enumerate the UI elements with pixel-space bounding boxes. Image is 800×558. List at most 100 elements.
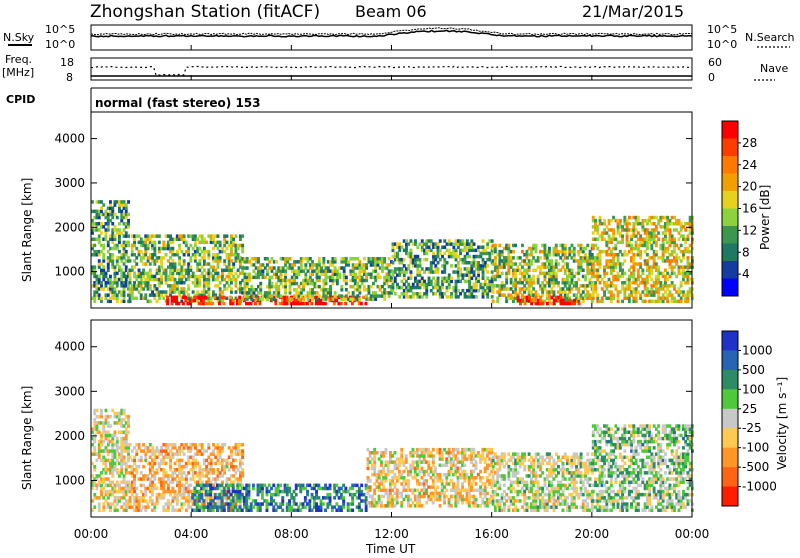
scatter-cell-r3 <box>248 260 251 264</box>
scatter-cell-r3 <box>430 476 433 480</box>
scatter-cell-r7 <box>689 244 692 248</box>
scatter-cell-r1 <box>232 265 235 269</box>
scatter-cell-r5 <box>532 278 535 282</box>
scatter-cell-r7 <box>601 234 604 238</box>
scatter-cell-r3 <box>289 257 292 261</box>
scatter-cell-r4 <box>475 286 478 290</box>
scatter-cell-r4 <box>412 283 415 287</box>
scatter-cell-r1 <box>153 474 156 478</box>
scatter-cell-r3 <box>311 297 314 301</box>
nave-right-tick-top: 60 <box>708 56 722 69</box>
scatter-cell-r7 <box>657 265 660 269</box>
scatter-cell-r7 <box>637 247 640 251</box>
scatter-cell-r6 <box>560 296 563 300</box>
scatter-cell-r7 <box>623 293 626 297</box>
scatter-cell-r3 <box>369 485 372 489</box>
scatter-cell-r7 <box>678 287 681 291</box>
scatter-cell-r4 <box>439 289 442 293</box>
scatter-cell-r3 <box>259 285 262 289</box>
scatter-cell-r1 <box>241 474 244 478</box>
scatter-cell-r5 <box>530 253 533 257</box>
scatter-cell-r2 <box>344 487 347 491</box>
scatter-cell-r0 <box>123 409 126 413</box>
scatter-cell-r2 <box>216 509 219 513</box>
scatter-cell-r2 <box>286 484 289 488</box>
scatter-cell-r4 <box>477 273 480 277</box>
scatter-cell-r5 <box>530 284 533 288</box>
scatter-cell-r5 <box>564 244 567 248</box>
scatter-cell-r2 <box>236 487 239 491</box>
power-colorbar-label: 28 <box>742 136 757 150</box>
scatter-cell-r3 <box>345 282 348 286</box>
scatter-cell-r0 <box>111 253 114 257</box>
scatter-cell-r7 <box>630 238 633 242</box>
scatter-cell-r1 <box>158 284 161 288</box>
scatter-cell-r2 <box>313 499 316 503</box>
scatter-cell-r3 <box>316 297 319 301</box>
scatter-cell-r0 <box>127 424 130 428</box>
scatter-cell-r4 <box>425 295 428 299</box>
scatter-cell-r1 <box>187 250 190 254</box>
scatter-cell-r7 <box>641 269 644 273</box>
scatter-cell-r2 <box>232 509 235 513</box>
scatter-cell-r4 <box>394 292 397 296</box>
scatter-cell-r1 <box>153 484 156 488</box>
scatter-cell-r0 <box>105 446 108 450</box>
scatter-cell-r3 <box>386 282 389 286</box>
scatter-cell-r1 <box>144 253 147 257</box>
scatter-cell-r7 <box>628 278 631 282</box>
scatter-cell-r3 <box>374 266 377 270</box>
scatter-cell-r5 <box>577 278 580 282</box>
scatter-cell-r0 <box>107 262 110 266</box>
scatter-cell-r0 <box>111 222 114 226</box>
scatter-cell-r2 <box>177 302 180 306</box>
scatter-cell-r2 <box>324 302 327 306</box>
scatter-cell-r7 <box>680 281 683 285</box>
scatter-cell-r0 <box>116 437 119 441</box>
scatter-cell-r0 <box>127 225 130 229</box>
scatter-cell-r2 <box>279 484 282 488</box>
scatter-cell-r3 <box>309 276 312 280</box>
scatter-cell-r5 <box>555 244 558 248</box>
scatter-cell-r1 <box>207 278 210 282</box>
scatter-cell-r3 <box>329 285 332 289</box>
scatter-cell-r5 <box>584 247 587 251</box>
scatter-cell-r5 <box>564 253 567 257</box>
scatter-cell-r2 <box>223 296 226 300</box>
scatter-cell-r5 <box>526 250 529 254</box>
scatter-cell-r0 <box>100 493 103 497</box>
scatter-cell-r7 <box>648 241 651 245</box>
scatter-cell-r3 <box>358 288 361 292</box>
scatter-cell-r5 <box>528 287 531 291</box>
scatter-cell-r1 <box>162 241 165 245</box>
scatter-cell-r4 <box>439 252 442 256</box>
scatter-cell-r7 <box>655 250 658 254</box>
scatter-cell-r4 <box>410 270 413 274</box>
scatter-cell-r5 <box>557 262 560 266</box>
scatter-cell-r0 <box>118 222 121 226</box>
scatter-cell-r3 <box>416 467 419 471</box>
scatter-cell-r5 <box>510 293 513 297</box>
scatter-cell-r2 <box>311 509 314 513</box>
scatter-cell-r1 <box>212 468 215 472</box>
scatter-cell-r3 <box>336 279 339 283</box>
scatter-cell-r3 <box>373 467 376 471</box>
scatter-cell-r1 <box>223 284 226 288</box>
scatter-cell-r5 <box>566 293 569 297</box>
scatter-cell-r1 <box>212 484 215 488</box>
scatter-cell-r1 <box>235 281 238 285</box>
scatter-cell-r1 <box>144 509 147 513</box>
scatter-cell-r7 <box>637 216 640 220</box>
scatter-cell-r1 <box>219 287 222 291</box>
scatter-cell-r0 <box>109 484 112 488</box>
scatter-cell-r2 <box>315 502 318 506</box>
scatter-cell-r1 <box>183 471 186 475</box>
scatter-cell-r2 <box>248 496 251 500</box>
scatter-cell-r7 <box>639 234 642 238</box>
scatter-cell-r2 <box>221 499 224 503</box>
scatter-cell-r1 <box>178 481 181 485</box>
scatter-cell-r1 <box>194 253 197 257</box>
nave-right-tick-bottom: 0 <box>708 71 715 84</box>
power-colorbar-label: 12 <box>742 223 757 237</box>
scatter-cell-r0 <box>123 300 126 304</box>
